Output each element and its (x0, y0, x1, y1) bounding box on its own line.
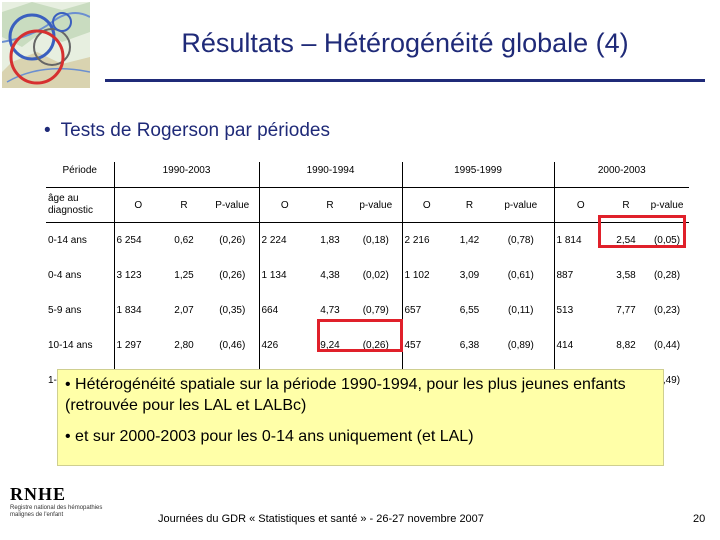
callout-line-2: • et sur 2000-2003 pour les 0-14 ans uni… (65, 428, 474, 445)
table-cell: 8,82 (616, 340, 636, 351)
table-cell: 1 102 (404, 270, 430, 281)
table-cell: 1 814 (556, 235, 582, 246)
table-cell: 1,83 (320, 235, 340, 246)
table-cell: 1,25 (174, 270, 194, 281)
table-cell: 1 134 (261, 270, 287, 281)
table-cell: (0,46) (206, 328, 260, 363)
table-cell: 0,62 (174, 235, 194, 246)
table-cell: 657 (404, 305, 422, 316)
table-cell: 3,58 (616, 270, 636, 281)
table-cell: (0,49) (653, 375, 681, 386)
subheader-cell: p-value (488, 187, 555, 223)
table-cell: (0,26) (206, 222, 260, 258)
table-cell: (0,11) (488, 293, 555, 328)
findings-callout: • Hétérogénéité spatiale sur la période … (57, 369, 664, 466)
table-cell: (0,28) (653, 270, 681, 281)
table-cell: 1 834 (116, 305, 142, 316)
subheader-cell: P-value (206, 187, 260, 223)
table-cell: (0,02) (350, 258, 403, 293)
period-header: 1990-2003 (114, 162, 260, 188)
map-logo (2, 2, 90, 88)
table-row: 0-14 ans 6 254 0,62 (0,26) 2 224 1,83 (0,18) 2 … (46, 222, 689, 258)
table-cell: 6 254 (116, 235, 142, 246)
table-cell: (0,79) (350, 293, 403, 328)
table-cell: 3,09 (459, 270, 480, 281)
table-row: 10-14 ans 1 297 2,80 (0,46) 426 9,24 (0,26) 457… (46, 328, 689, 363)
table-cell: 1,42 (459, 235, 480, 246)
subheader-cell: p-value (350, 187, 403, 223)
table-cell: (0,23) (653, 305, 681, 316)
table-row: 5-9 ans 1 834 2,07 (0,35) 664 4,73 (0,79) 657 6,… (46, 293, 689, 328)
table-cell: 2,54 (616, 235, 636, 246)
table-cell: 9,24 (320, 340, 340, 351)
table-cell: 2 216 (404, 235, 430, 246)
age-header-label: âge au diagnostic (46, 187, 115, 223)
subheader-cell: O (114, 187, 162, 223)
table-cell: 887 (556, 270, 574, 281)
table-cell: 457 (404, 340, 422, 351)
rogerson-results-table: Période 1990-2003 1990-1994 1995-1999 20… (46, 162, 689, 398)
table-cell: 3 123 (116, 270, 142, 281)
bullet-text: • Tests de Rogerson par périodes (44, 120, 330, 142)
highlight-box-1990-1994 (317, 319, 403, 352)
age-group-cell: 0-14 ans (46, 222, 115, 258)
table-cell: 664 (261, 305, 279, 316)
table-cell: (0,05) (653, 235, 681, 246)
slide-title: Résultats – Hétérogénéité globale (4) (181, 28, 629, 58)
age-group-cell: 0-4 ans (46, 258, 115, 293)
period-header: 1990-1994 (259, 162, 403, 188)
table-cell: 2,80 (174, 340, 194, 351)
table-body: 0-14 ans 6 254 0,62 (0,26) 2 224 1,83 (0,18) 2 … (46, 222, 689, 398)
table-cell: 7,77 (616, 305, 636, 316)
subheader-cell: R (162, 187, 206, 223)
bullet-dot-icon: • (44, 120, 51, 141)
age-group-cell: 5-9 ans (46, 293, 115, 328)
period-header-label: Période (46, 162, 115, 188)
table-cell: 2 224 (261, 235, 287, 246)
subheader-cell: O (402, 187, 451, 223)
table-cell: (0,18) (350, 222, 403, 258)
table-cell: 426 (261, 340, 279, 351)
table-cell: (0,61) (488, 258, 555, 293)
table-cell: 2,07 (174, 305, 194, 316)
table-cell: (0,89) (488, 328, 555, 363)
title-underline (105, 79, 705, 82)
table-cell: (0,26) (206, 258, 260, 293)
period-header: 2000-2003 (554, 162, 689, 188)
bullet-label: Tests de Rogerson par périodes (60, 120, 330, 141)
table-cell: 414 (556, 340, 574, 351)
table-cell: 6,38 (459, 340, 480, 351)
period-header: 1995-1999 (402, 162, 555, 188)
subheader-cell: O (259, 187, 310, 223)
period-header-row: Période 1990-2003 1990-1994 1995-1999 20… (46, 162, 689, 188)
subheader-cell: R (310, 187, 350, 223)
subheader-cell: R (451, 187, 488, 223)
rnhe-logo: RNHE Registre national des hémopathies m… (10, 484, 110, 519)
rnhe-logo-title: RNHE (10, 484, 67, 504)
rnhe-logo-subtitle: Registre national des hémopathies malign… (10, 505, 103, 518)
table-row: 0-4 ans 3 123 1,25 (0,26) 1 134 4,38 (0,02) 1 1… (46, 258, 689, 293)
table-cell: 6,55 (459, 305, 480, 316)
table-cell: (0,44) (653, 340, 681, 351)
callout-line-1: • Hétérogénéité spatiale sur la période … (65, 376, 626, 414)
table-cell: 513 (556, 305, 574, 316)
page-number: 20 (693, 513, 706, 525)
age-group-cell: 10-14 ans (46, 328, 115, 363)
table-cell: 4,38 (320, 270, 340, 281)
subheader-row: âge au diagnostic O R P-value O R p-valu… (46, 187, 689, 223)
footer-text: Journées du GDR « Statistiques et santé … (158, 513, 484, 525)
table-cell: (0,26) (350, 328, 403, 363)
highlight-box-2000-2003 (598, 215, 686, 248)
table-cell: 4,73 (320, 305, 340, 316)
table-cell: (0,35) (206, 293, 260, 328)
table-cell: (0,78) (488, 222, 555, 258)
table-cell: 1 297 (116, 340, 142, 351)
